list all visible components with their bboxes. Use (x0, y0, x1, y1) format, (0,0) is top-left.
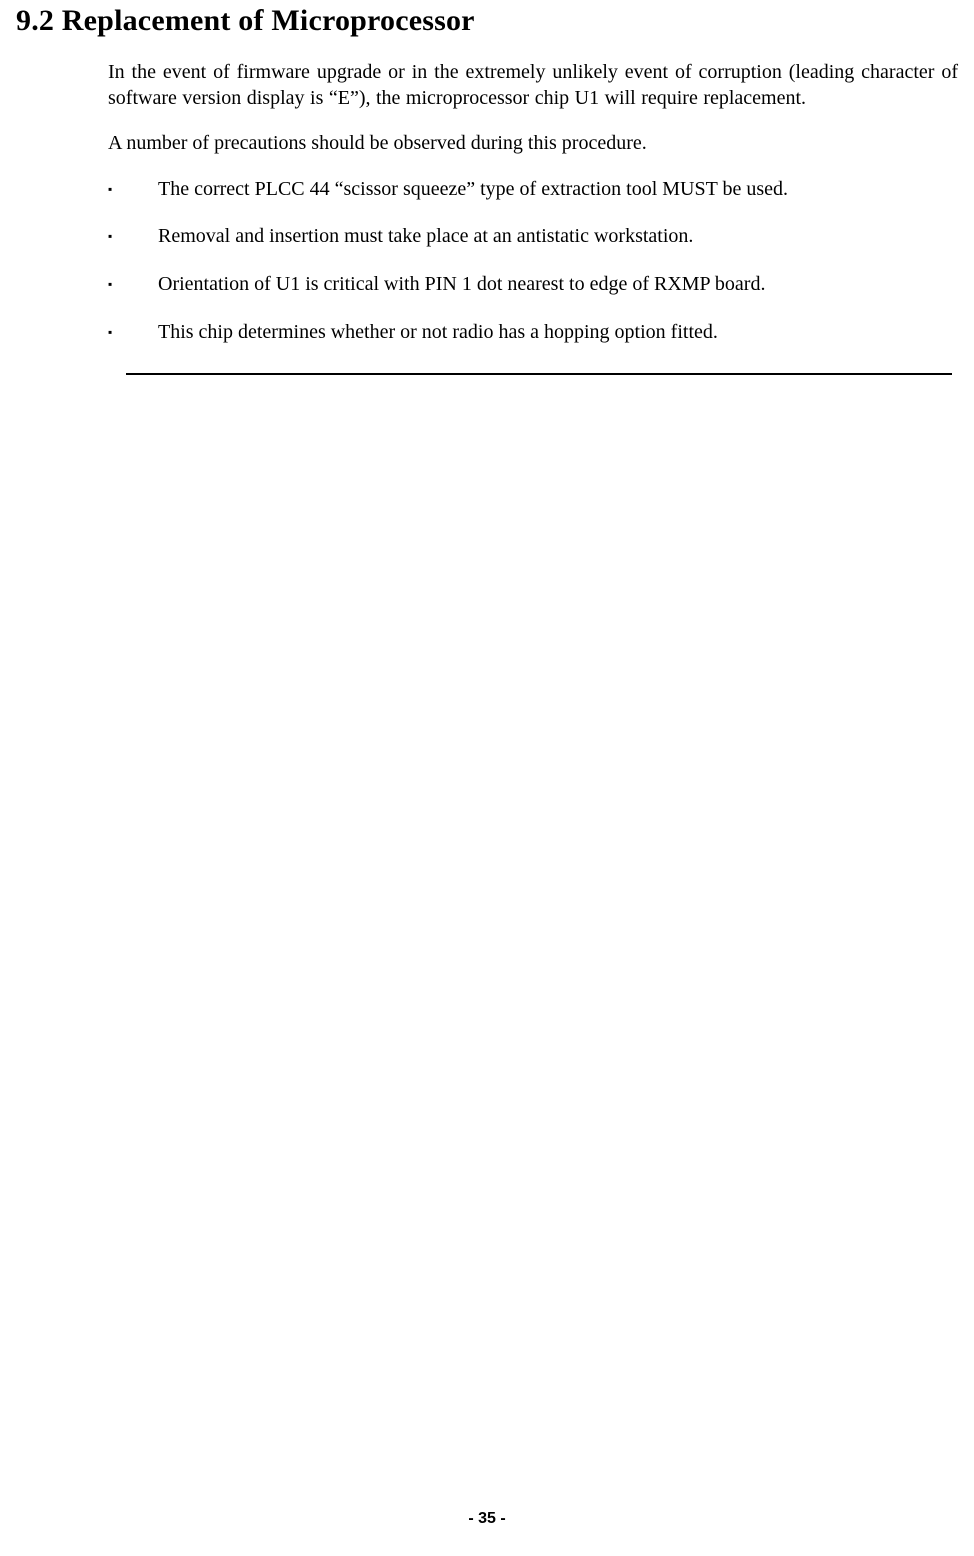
page-number-footer: - 35 - (0, 1510, 974, 1528)
list-item: ▪ Orientation of U1 is critical with PIN… (108, 272, 958, 298)
paragraph-precautions: A number of precautions should be observ… (108, 131, 958, 157)
list-item: ▪ Removal and insertion must take place … (108, 224, 958, 250)
paragraph-intro: In the event of firmware upgrade or in t… (108, 60, 958, 111)
list-item-text: This chip determines whether or not radi… (158, 320, 718, 346)
section-divider (126, 373, 952, 375)
list-item: ▪ This chip determines whether or not ra… (108, 320, 958, 346)
list-item-text: Removal and insertion must take place at… (158, 224, 693, 250)
bullet-icon: ▪ (108, 224, 158, 248)
bullet-icon: ▪ (108, 272, 158, 296)
list-item-text: The correct PLCC 44 “scissor squeeze” ty… (158, 177, 788, 203)
list-item-text: Orientation of U1 is critical with PIN 1… (158, 272, 765, 298)
precaution-list: ▪ The correct PLCC 44 “scissor squeeze” … (108, 177, 958, 345)
section-heading: 9.2 Replacement of Microprocessor (16, 4, 958, 38)
list-item: ▪ The correct PLCC 44 “scissor squeeze” … (108, 177, 958, 203)
document-page: 9.2 Replacement of Microprocessor In the… (0, 4, 974, 1556)
section-body: In the event of firmware upgrade or in t… (108, 60, 958, 345)
bullet-icon: ▪ (108, 320, 158, 344)
bullet-icon: ▪ (108, 177, 158, 201)
